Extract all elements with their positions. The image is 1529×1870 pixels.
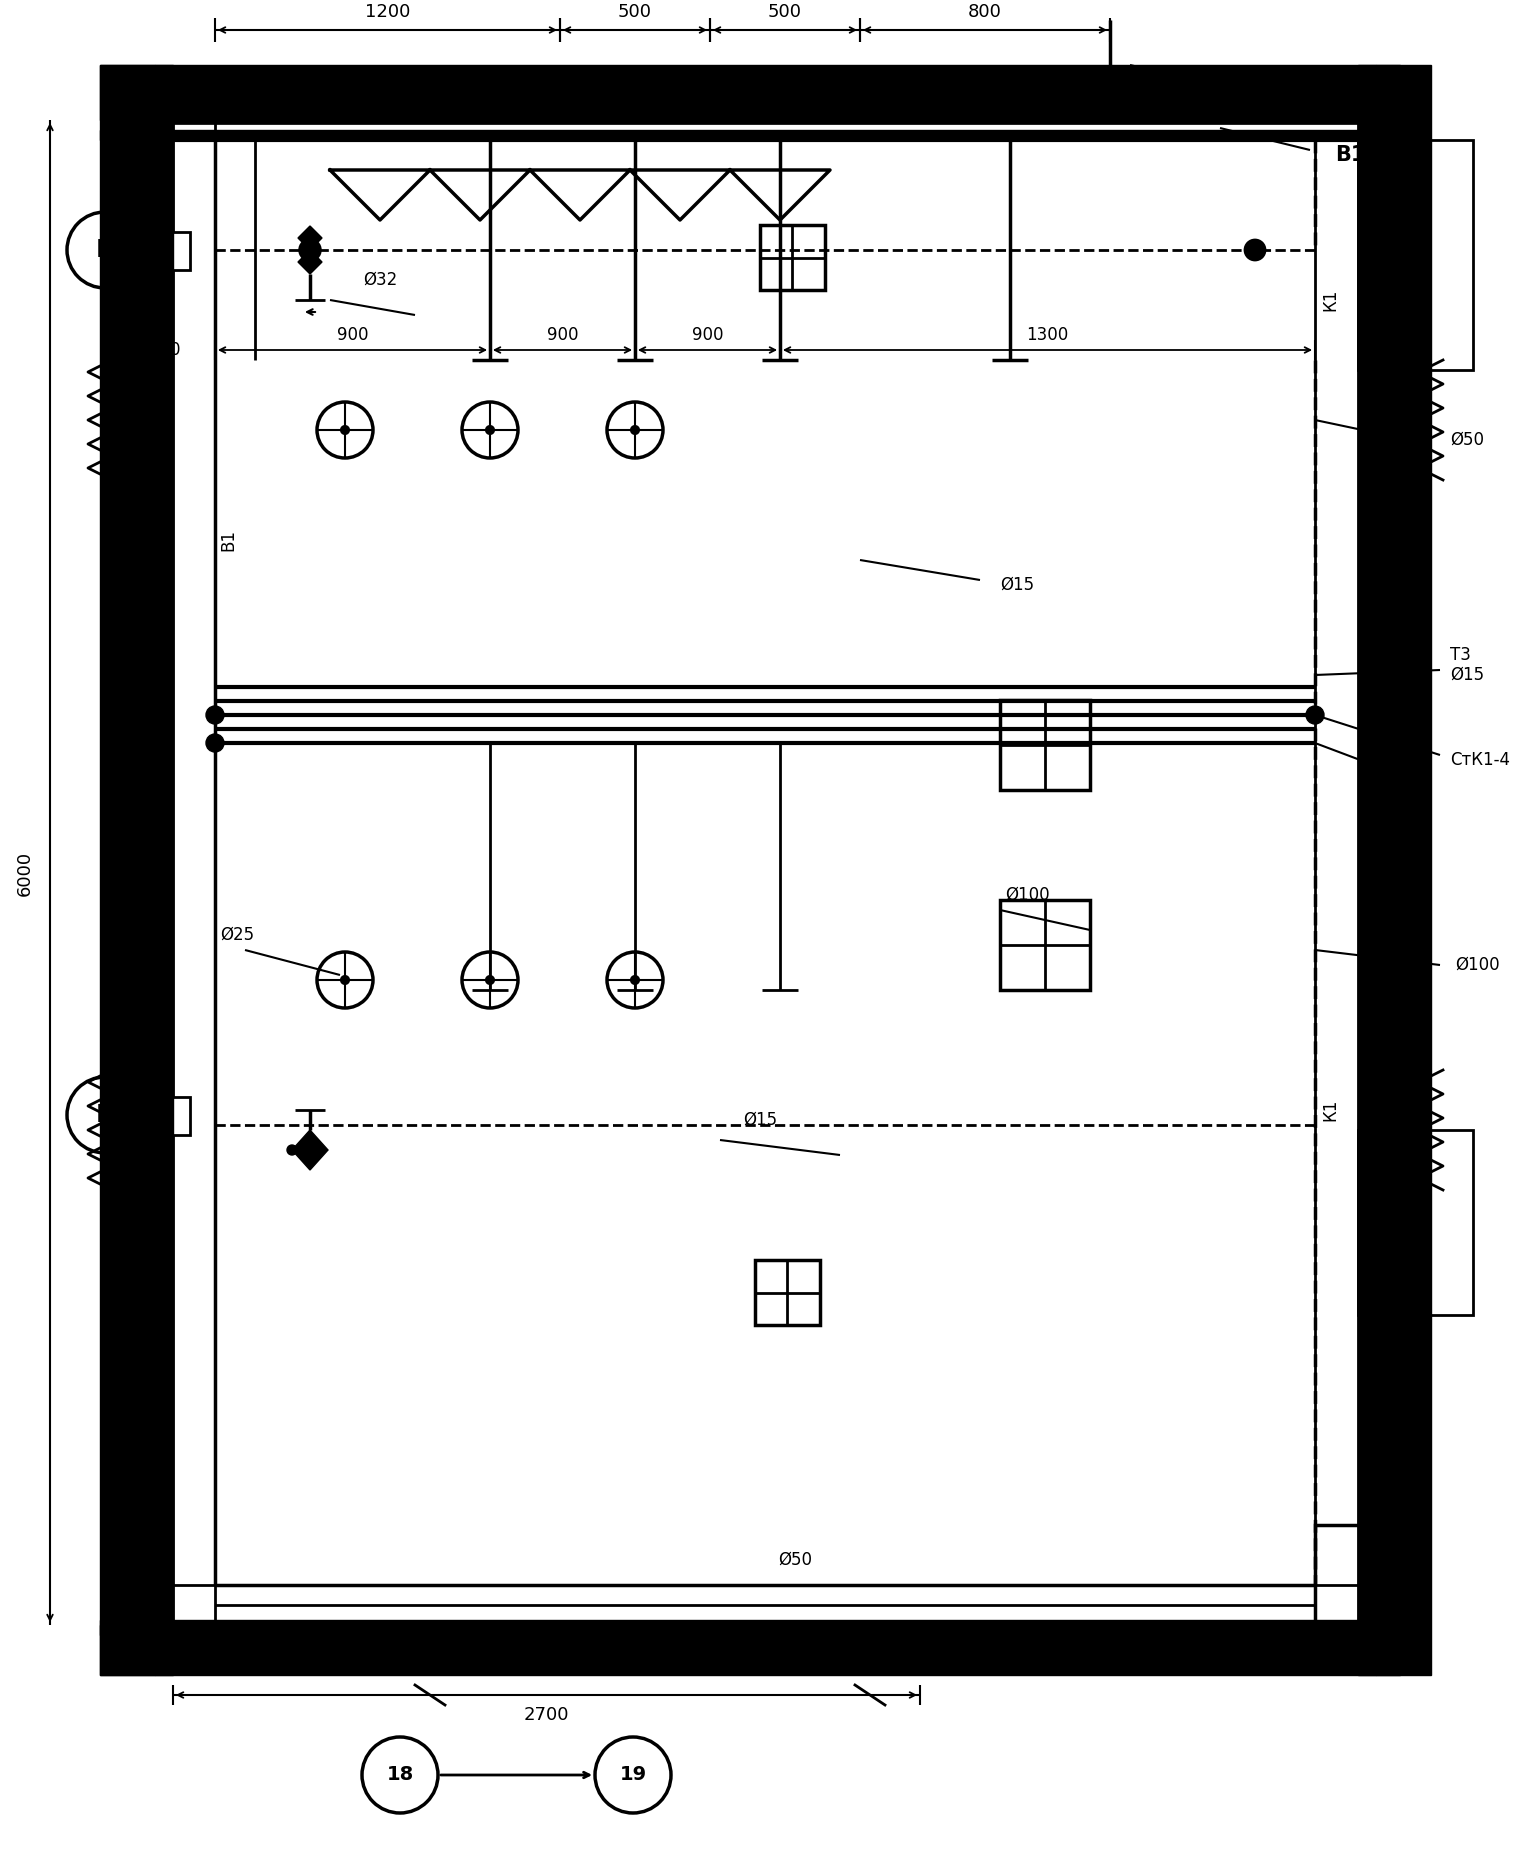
Bar (99, 65, 154, 1676)
Bar (1376, 65, 1431, 1676)
Polygon shape (298, 226, 323, 251)
Text: 18: 18 (387, 1765, 414, 1784)
Text: Б: Б (95, 1103, 115, 1128)
Circle shape (206, 707, 225, 724)
Text: СтК1-4: СтК1-4 (1449, 752, 1511, 769)
Text: 800: 800 (968, 4, 1001, 21)
Text: В1: В1 (219, 529, 237, 552)
Text: 900: 900 (691, 325, 723, 344)
Text: В: В (95, 237, 115, 262)
Text: 900: 900 (336, 325, 368, 344)
Bar (99, 131, 1401, 140)
Text: Ø50: Ø50 (1449, 430, 1485, 449)
Polygon shape (292, 1129, 329, 1171)
Bar (157, 1098, 190, 1135)
Bar (99, 1619, 1401, 1676)
Circle shape (1306, 707, 1324, 724)
Bar (1358, 140, 1472, 370)
Text: 1200: 1200 (365, 4, 410, 21)
Text: Т3: Т3 (1449, 645, 1471, 664)
Bar (154, 65, 173, 1676)
Text: 19: 19 (619, 1765, 647, 1784)
Text: К1: К1 (1321, 288, 1339, 310)
Text: Ø100: Ø100 (1456, 956, 1500, 974)
Text: 2700: 2700 (523, 1705, 569, 1724)
Text: Ø50: Ø50 (1350, 71, 1387, 90)
Text: Ø15: Ø15 (1000, 576, 1034, 595)
Bar (157, 232, 190, 269)
Bar (760, 224, 826, 290)
Text: Ø15: Ø15 (743, 1111, 777, 1129)
Text: Ø50: Ø50 (778, 1550, 812, 1569)
Circle shape (300, 239, 320, 260)
Text: 900: 900 (148, 340, 180, 359)
Circle shape (486, 426, 494, 434)
Bar (1000, 699, 1090, 789)
Text: В1: В1 (1335, 146, 1365, 165)
Bar (1358, 65, 1376, 1676)
Text: Ø25: Ø25 (220, 926, 254, 944)
Bar (99, 1625, 1401, 1634)
Circle shape (1245, 239, 1264, 260)
Text: 900: 900 (547, 325, 578, 344)
Circle shape (341, 976, 349, 984)
Text: 500: 500 (618, 4, 651, 21)
Text: 6000: 6000 (15, 851, 34, 896)
Bar (1358, 1129, 1472, 1315)
Text: К1: К1 (1321, 1100, 1339, 1122)
Text: 500: 500 (768, 4, 803, 21)
Circle shape (486, 976, 494, 984)
Circle shape (287, 1144, 297, 1156)
Bar (99, 65, 1401, 120)
Bar (1315, 1526, 1394, 1625)
Circle shape (631, 426, 639, 434)
Bar (1000, 899, 1090, 989)
Bar (755, 1260, 820, 1326)
Circle shape (206, 735, 225, 752)
Text: Ø100: Ø100 (1005, 886, 1049, 903)
Circle shape (307, 1146, 313, 1154)
Text: Ø15: Ø15 (1449, 666, 1485, 684)
Circle shape (631, 976, 639, 984)
Text: 1300: 1300 (1026, 325, 1069, 344)
Text: Ø32: Ø32 (362, 271, 398, 290)
Polygon shape (298, 251, 323, 275)
Circle shape (341, 426, 349, 434)
